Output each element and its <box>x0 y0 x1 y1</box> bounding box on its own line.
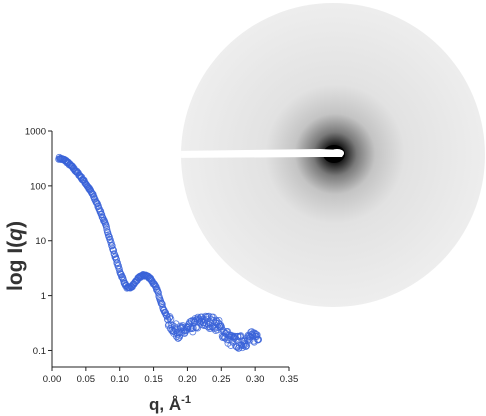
data-point <box>207 324 215 332</box>
x-axis-title-main: q, Å <box>149 395 181 414</box>
data-point <box>193 324 201 332</box>
x-tick-label: 0.15 <box>144 374 163 385</box>
data-point <box>172 320 180 328</box>
x-tick-label: 0.30 <box>246 374 265 385</box>
data-point <box>158 300 166 308</box>
data-point <box>254 336 262 344</box>
y-tick-label: 1 <box>41 291 46 302</box>
x-tick-label: 0.20 <box>178 374 197 385</box>
y-ticks: 1000 100 10 1 0.1 <box>25 127 52 357</box>
x-tick-label: 0.00 <box>43 374 62 385</box>
data-point <box>105 233 113 241</box>
y-tick-label: 10 <box>35 236 46 247</box>
y-axis-title-suffix: ) <box>4 221 27 228</box>
data-points <box>55 153 263 352</box>
data-point <box>110 246 118 254</box>
beam-stop-arm <box>181 149 344 158</box>
data-point <box>255 336 263 344</box>
x-tick-label: 0.10 <box>110 374 129 385</box>
data-point <box>253 331 261 339</box>
data-point <box>88 189 96 197</box>
y-axis-title-prefix: log I( <box>4 241 27 291</box>
data-point <box>217 323 225 331</box>
data-point <box>108 242 116 250</box>
y-axis-title: log I(q) <box>4 221 27 291</box>
data-point <box>251 329 259 337</box>
x-axis-title: q, Å-1 <box>149 394 191 414</box>
x-ticks: 0.00 0.05 0.10 0.15 0.20 0.25 0.30 0.35 <box>43 367 299 385</box>
detector-image <box>181 3 485 307</box>
data-point <box>150 279 158 287</box>
x-tick-label: 0.25 <box>212 374 231 385</box>
y-axis-title-var: q <box>4 228 27 241</box>
data-point <box>113 259 121 267</box>
x-tick-label: 0.35 <box>280 374 299 385</box>
y-tick-label: 100 <box>30 181 46 192</box>
x-tick-label: 0.05 <box>77 374 96 385</box>
x-axis-title-sup: -1 <box>181 394 191 406</box>
data-point <box>206 323 214 331</box>
y-tick-label: 1000 <box>25 127 46 138</box>
data-point <box>243 341 251 349</box>
y-tick-label: 0.1 <box>33 346 46 357</box>
data-point <box>100 217 108 225</box>
beam-stop-tip <box>330 149 344 157</box>
